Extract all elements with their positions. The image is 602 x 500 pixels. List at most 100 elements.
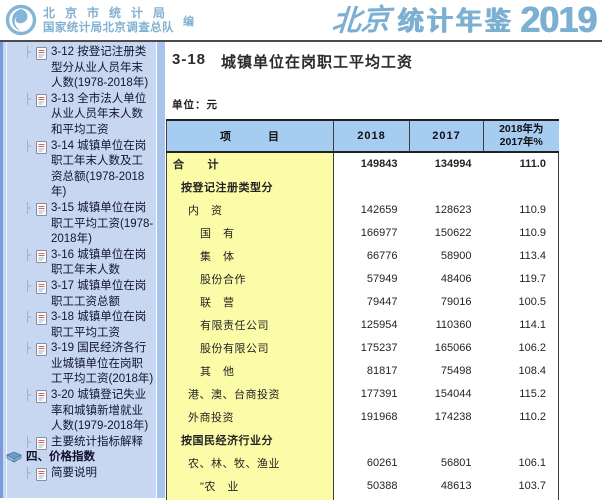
tree-branch-icon: ├ xyxy=(24,343,32,355)
table-page: 3-18 城镇单位在岗职工平均工资 单位：元 项 目 2018 2017 201… xyxy=(165,42,602,500)
sidebar-item[interactable]: ├ 3-19 国民经济各行业城镇单位在岗职工平均工资(2018年) xyxy=(3,341,156,388)
table-row: 有限责任公司 125954 110360 114.1 xyxy=(166,313,559,336)
sidebar-item[interactable]: ├ 3-12 按登记注册类型分从业人员年末人数(1978-2018年) xyxy=(3,45,156,92)
sidebar-item[interactable]: ├ 3-20 城镇登记失业率和城镇新增就业人数(1979-2018年) xyxy=(3,388,156,435)
document-icon xyxy=(36,249,47,263)
row-value-2018 xyxy=(334,428,410,451)
row-value-2017 xyxy=(410,428,484,451)
editor-label: 编 xyxy=(183,16,194,28)
document-icon xyxy=(36,47,47,60)
sidebar-item-label: 主要统计指标解释 xyxy=(51,435,143,448)
sidebar-divider[interactable] xyxy=(156,42,165,498)
row-item-label: 其 他 xyxy=(166,359,334,382)
row-value-2018: 142659 xyxy=(360,203,398,216)
sidebar-item[interactable]: ├ 简要说明 xyxy=(3,466,156,482)
row-item-label: 港、澳、台商投资 xyxy=(166,382,334,405)
row-value-ratio: 114.1 xyxy=(483,313,559,336)
sidebar-section[interactable]: 四、价格指数 xyxy=(3,450,156,466)
row-value-2017: 79016 xyxy=(440,295,472,308)
row-value-2017: 56801 xyxy=(440,456,472,469)
tree-branch-icon: ├ xyxy=(24,249,32,261)
main-area: ├ 3-12 按登记注册类型分从业人员年末人数(1978-2018年) ├ 3-… xyxy=(0,42,602,500)
row-value-ratio: 110.2 xyxy=(483,405,559,428)
col-header-item: 项 目 xyxy=(166,119,334,153)
row-value-2017: 154044 xyxy=(434,387,472,400)
yearbook-banner: 北京市统计局 国家统计局北京调查总队 编 北京 统计年鉴 2019 xyxy=(0,0,602,42)
sidebar-item-label: 3-16 城镇单位在岗职工年末人数 xyxy=(51,248,147,277)
sidebar-item-label: 3-17 城镇单位在岗职工工资总额 xyxy=(51,279,147,308)
wage-table: 项 目 2018 2017 2018年为 2017年% 合 计 149843 134… xyxy=(166,119,559,500)
sidebar-section-label: 四、价格指数 xyxy=(26,451,95,464)
sidebar-item[interactable]: ├ 主要统计指标解释 xyxy=(3,435,156,451)
row-value-ratio: 115.2 xyxy=(483,382,559,405)
sidebar-item-label: 3-15 城镇单位在岗职工平均工资(1978-2018年) xyxy=(51,201,154,246)
row-item-label: 内 资 xyxy=(166,198,334,221)
table-row: 合 计 149843 134994 111.0 xyxy=(166,152,559,175)
row-item-label: 股份有限公司 xyxy=(166,336,334,359)
row-item-label: 联 营 xyxy=(166,290,334,313)
yearbook-title-main: 统计年鉴 xyxy=(397,5,514,36)
sidebar-item[interactable]: ├ 3-15 城镇单位在岗职工平均工资(1978-2018年) xyxy=(3,201,156,248)
table-row: 其 他 81817 75498 108.4 xyxy=(166,359,559,382)
sidebar-item[interactable]: ├ 3-17 城镇单位在岗职工工资总额 xyxy=(3,279,156,310)
row-value-2018: 177391 xyxy=(360,387,398,400)
row-item-label: 农、林、牧、渔业 xyxy=(166,451,334,474)
sidebar-item[interactable]: ├ 3-13 全市法人单位从业人员年末人数和平均工资 xyxy=(3,92,156,139)
row-item-label: 国 有 xyxy=(166,221,334,244)
row-value-2018: 125954 xyxy=(360,318,398,331)
col-header-ratio-line2: 2017年% xyxy=(499,136,543,148)
sidebar-item[interactable]: ├ 3-18 城镇单位在岗职工平均工资 xyxy=(3,310,156,341)
row-value-ratio: 103.7 xyxy=(483,474,559,497)
row-value-2018: 191968 xyxy=(360,410,398,423)
table-row: 股份有限公司 175237 165066 106.2 xyxy=(166,336,559,359)
table-row: 内 资 142659 128623 110.9 xyxy=(166,198,559,221)
sidebar-item[interactable]: ├ 3-16 城镇单位在岗职工年末人数 xyxy=(3,248,156,279)
table-row: 集 体 66776 58900 113.4 xyxy=(166,244,559,267)
document-icon xyxy=(36,390,47,404)
row-value-2018: 166977 xyxy=(360,226,398,239)
row-item-label xyxy=(166,497,334,500)
sidebar-item-label: 3-13 全市法人单位从业人员年末人数和平均工资 xyxy=(51,92,147,136)
agency-line1: 北京市统计局 xyxy=(43,5,176,20)
tree-branch-icon: ├ xyxy=(24,312,32,324)
row-value-ratio: 100.5 xyxy=(483,290,559,313)
row-item-label: 集 体 xyxy=(166,244,334,267)
row-value-2017: 134994 xyxy=(434,158,472,170)
col-header-ratio: 2018年为 2017年% xyxy=(483,119,559,153)
row-item-label: 合 计 xyxy=(166,152,334,175)
yearbook-title: 北京 统计年鉴 2019 xyxy=(331,0,597,40)
tree-branch-icon: ├ xyxy=(24,47,32,58)
bureau-logo-icon xyxy=(5,4,37,36)
row-value-2017: 128623 xyxy=(434,203,472,216)
row-item-label: 股份合作 xyxy=(166,267,334,290)
document-icon xyxy=(36,280,47,294)
table-row: 外商投资 191968 174238 110.2 xyxy=(166,405,559,428)
toc-sidebar: ├ 3-12 按登记注册类型分从业人员年末人数(1978-2018年) ├ 3-… xyxy=(0,42,156,498)
document-icon xyxy=(36,343,47,357)
row-value-2017 xyxy=(410,175,484,198)
row-value-2017: 58900 xyxy=(440,249,472,262)
table-row: 联 营 79447 79016 100.5 xyxy=(166,290,559,313)
document-icon xyxy=(36,436,47,450)
row-item-label: "农 业 xyxy=(166,474,334,497)
row-item-label: 按登记注册类型分 xyxy=(166,175,334,198)
col-header-2018: 2018 xyxy=(333,119,410,153)
tree-branch-icon: ├ xyxy=(24,436,32,448)
agency-name: 北京市统计局 国家统计局北京调查总队 xyxy=(43,6,179,35)
row-value-2018: 50388 xyxy=(366,479,398,492)
row-value-2018: 149843 xyxy=(360,158,398,170)
sidebar-item-label: 3-20 城镇登记失业率和城镇新增就业人数(1979-2018年) xyxy=(51,389,149,433)
table-row: 港、澳、台商投资 177391 154044 115.2 xyxy=(166,382,559,405)
row-value-2017: 48406 xyxy=(440,272,472,285)
row-value-2018: 79447 xyxy=(366,295,398,308)
row-value-2018: 81817 xyxy=(366,364,398,377)
row-value-ratio: 106.2 xyxy=(483,336,559,359)
yearbook-title-year: 2019 xyxy=(519,0,597,40)
row-value-2017: 150622 xyxy=(434,226,472,239)
row-value-ratio: 113.4 xyxy=(483,244,559,267)
row-value-2017: 165066 xyxy=(434,341,472,354)
sidebar-item[interactable]: ├ 3-14 城镇单位在岗职工年末人数及工资总额(1978-2018年) xyxy=(3,139,156,201)
row-value-ratio xyxy=(483,175,559,198)
row-item-label: 外商投资 xyxy=(166,405,334,428)
table-title: 城镇单位在岗职工平均工资 xyxy=(221,54,414,71)
